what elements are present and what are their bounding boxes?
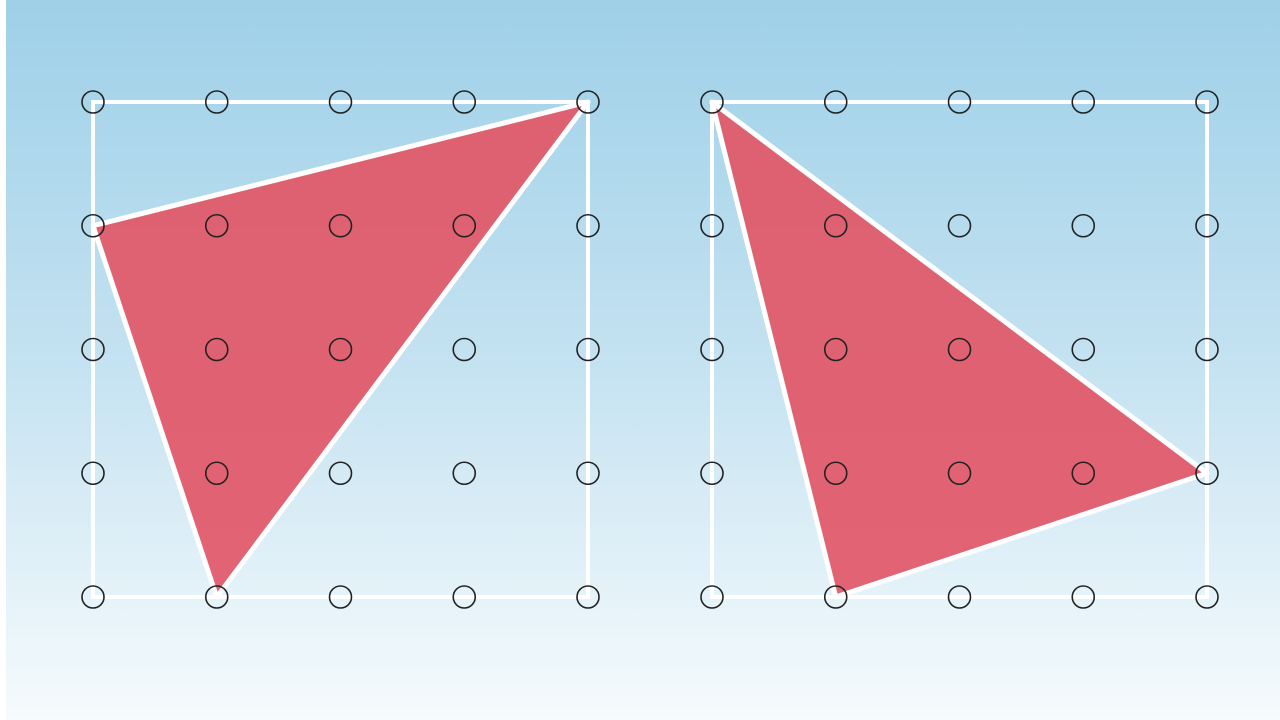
peg-2-4 <box>1195 337 1219 362</box>
peg-1-3 <box>1071 213 1096 238</box>
peg-1-4 <box>576 213 600 238</box>
peg-3-3 <box>452 461 477 486</box>
peg-0-2 <box>328 90 353 114</box>
peg-2-1 <box>823 337 848 362</box>
peg-3-0 <box>81 461 105 486</box>
peg-2-3 <box>1071 337 1096 362</box>
peg-4-4 <box>1195 585 1219 609</box>
peg-1-4 <box>1195 213 1219 238</box>
peg-1-1 <box>204 213 229 238</box>
peg-0-1 <box>823 90 848 114</box>
peg-3-4 <box>576 461 600 486</box>
peg-2-2 <box>947 337 972 362</box>
peg-0-3 <box>452 90 477 114</box>
triangle-shape <box>90 99 591 600</box>
peg-1-1 <box>823 213 848 238</box>
peg-3-4 <box>1195 461 1219 486</box>
peg-2-1 <box>204 337 229 362</box>
peg-1-2 <box>947 213 972 238</box>
peg-2-0 <box>81 337 105 362</box>
peg-1-0 <box>81 213 105 238</box>
peg-3-1 <box>823 461 848 486</box>
peg-0-0 <box>700 90 724 114</box>
peg-3-2 <box>947 461 972 486</box>
peg-4-0 <box>700 585 724 609</box>
peg-4-1 <box>204 585 229 609</box>
peg-0-0 <box>81 90 105 114</box>
peg-3-2 <box>328 461 353 486</box>
peg-1-3 <box>452 213 477 238</box>
board-frame <box>710 100 1209 599</box>
peg-4-0 <box>81 585 105 609</box>
peg-4-4 <box>576 585 600 609</box>
peg-4-2 <box>947 585 972 609</box>
peg-4-2 <box>328 585 353 609</box>
triangle-shape <box>709 99 1210 600</box>
peg-0-2 <box>947 90 972 114</box>
peg-0-4 <box>1195 90 1219 114</box>
peg-1-0 <box>700 213 724 238</box>
peg-3-3 <box>1071 461 1096 486</box>
peg-2-3 <box>452 337 477 362</box>
peg-1-2 <box>328 213 353 238</box>
peg-0-1 <box>204 90 229 114</box>
board-frame <box>91 100 590 599</box>
peg-0-4 <box>576 90 600 114</box>
peg-2-4 <box>576 337 600 362</box>
peg-2-0 <box>700 337 724 362</box>
peg-0-3 <box>1071 90 1096 114</box>
peg-4-3 <box>452 585 477 609</box>
peg-2-2 <box>328 337 353 362</box>
peg-4-3 <box>1071 585 1096 609</box>
peg-3-1 <box>204 461 229 486</box>
peg-4-1 <box>823 585 848 609</box>
left-geoboard <box>81 90 600 609</box>
right-geoboard <box>700 90 1219 609</box>
peg-3-0 <box>700 461 724 486</box>
left-edge-strip <box>0 0 6 720</box>
